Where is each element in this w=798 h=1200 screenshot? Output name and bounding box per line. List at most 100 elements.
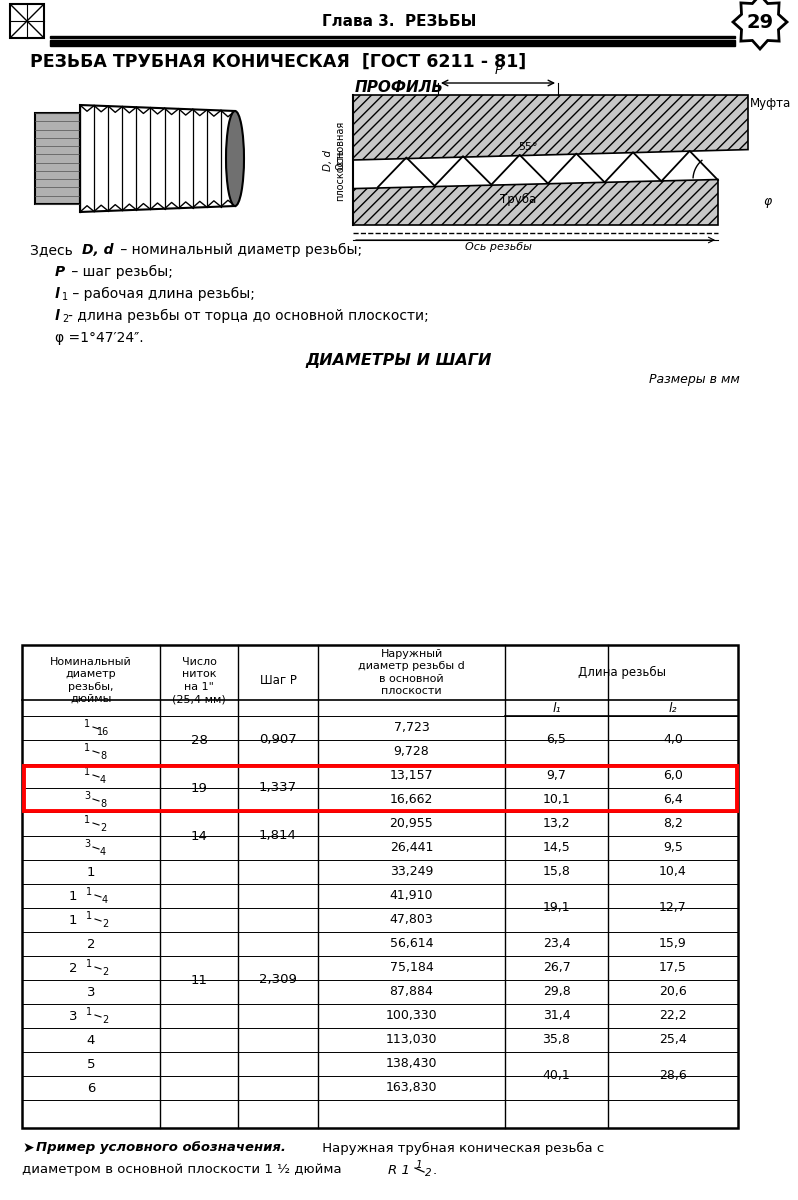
Text: 2: 2	[102, 919, 108, 929]
Text: 1: 1	[86, 1007, 92, 1018]
Text: 22,2: 22,2	[659, 1009, 687, 1022]
Text: 13,157: 13,157	[389, 769, 433, 782]
Text: 40,1: 40,1	[543, 1069, 571, 1082]
Text: 138,430: 138,430	[385, 1057, 437, 1070]
Text: 3: 3	[69, 1009, 77, 1022]
Text: 8: 8	[100, 751, 106, 761]
Text: 1: 1	[415, 1160, 421, 1170]
Text: 9,5: 9,5	[663, 841, 683, 854]
Text: плоскость: плоскость	[335, 149, 345, 202]
Text: Шаг P: Шаг P	[259, 674, 296, 686]
Text: 3: 3	[87, 985, 95, 998]
Text: 113,030: 113,030	[385, 1033, 437, 1046]
Text: 3: 3	[84, 839, 90, 850]
Text: 1: 1	[84, 767, 90, 778]
Bar	[23, 766, 737, 810]
Text: 8,2: 8,2	[663, 817, 683, 830]
Text: 41,910: 41,910	[389, 889, 433, 902]
Text: 20,955: 20,955	[389, 817, 433, 830]
Text: Пример условного обозначения.: Пример условного обозначения.	[36, 1141, 286, 1154]
Bar	[50, 40, 735, 46]
Text: 1: 1	[86, 959, 92, 970]
Text: 100,330: 100,330	[385, 1009, 437, 1022]
Text: D, d: D, d	[323, 150, 333, 170]
Text: 1: 1	[87, 865, 95, 878]
Text: l₁: l₁	[552, 702, 561, 714]
Text: 12,7: 12,7	[659, 901, 687, 914]
Text: 2: 2	[100, 823, 106, 833]
Text: 25,4: 25,4	[659, 1033, 687, 1046]
Text: 1,337: 1,337	[259, 781, 297, 794]
Polygon shape	[80, 104, 235, 212]
Text: 13,2: 13,2	[543, 817, 571, 830]
Text: 6,5: 6,5	[547, 733, 567, 746]
Bar	[35, 113, 80, 204]
Text: 15,8: 15,8	[543, 865, 571, 878]
Text: 11: 11	[191, 973, 207, 986]
Text: 2: 2	[102, 1015, 108, 1025]
Text: 1: 1	[69, 913, 77, 926]
Text: 87,884: 87,884	[389, 985, 433, 998]
Text: 4: 4	[100, 847, 106, 857]
Text: ДИАМЕТРЫ И ШАГИ: ДИАМЕТРЫ И ШАГИ	[306, 353, 492, 367]
Text: 16,662: 16,662	[389, 793, 433, 806]
Text: R 1: R 1	[388, 1164, 410, 1176]
Text: Муфта: Муфта	[750, 96, 792, 109]
Text: 2: 2	[102, 967, 108, 977]
Text: 31,4: 31,4	[543, 1009, 571, 1022]
Text: 10,4: 10,4	[659, 865, 687, 878]
Text: 47,803: 47,803	[389, 913, 433, 926]
Text: 17,5: 17,5	[659, 961, 687, 974]
Text: 2: 2	[425, 1168, 432, 1178]
Text: 6: 6	[87, 1081, 95, 1094]
Text: φ =1°47′24″.: φ =1°47′24″.	[55, 331, 144, 346]
Text: 56,614: 56,614	[389, 937, 433, 950]
Text: 15,9: 15,9	[659, 937, 687, 950]
Text: 4: 4	[100, 775, 106, 785]
Text: ➤: ➤	[22, 1141, 34, 1154]
Polygon shape	[353, 95, 748, 160]
Text: P: P	[55, 265, 65, 278]
Text: ПРОФИЛЬ: ПРОФИЛЬ	[354, 79, 444, 95]
Text: Число
ниток
на 1"
(25,4 мм): Число ниток на 1" (25,4 мм)	[172, 656, 226, 704]
Text: Труба: Труба	[500, 192, 536, 205]
Text: 1: 1	[86, 911, 92, 922]
Text: 55°: 55°	[518, 142, 538, 152]
Text: 2: 2	[69, 961, 77, 974]
Text: Наружный
диаметр резьбы d
в основной
плоскости: Наружный диаметр резьбы d в основной пло…	[358, 649, 465, 696]
Text: Наружная трубная коническая резьба с: Наружная трубная коническая резьба с	[318, 1141, 604, 1154]
Text: 35,8: 35,8	[543, 1033, 571, 1046]
Text: 4,0: 4,0	[663, 733, 683, 746]
Text: 2: 2	[62, 314, 69, 324]
Text: 0,907: 0,907	[259, 733, 297, 746]
Text: 7,723: 7,723	[393, 721, 429, 734]
Text: 29,8: 29,8	[543, 985, 571, 998]
Text: 1: 1	[62, 292, 68, 302]
Text: 3: 3	[84, 791, 90, 802]
Text: 6,0: 6,0	[663, 769, 683, 782]
Text: φ: φ	[763, 196, 771, 208]
Text: – рабочая длина резьбы;: – рабочая длина резьбы;	[68, 287, 255, 301]
Text: 5: 5	[87, 1057, 95, 1070]
Text: Основная: Основная	[335, 120, 345, 169]
Text: Глава 3.  РЕЗЬБЫ: Глава 3. РЕЗЬБЫ	[322, 14, 476, 30]
Text: 9,728: 9,728	[393, 745, 429, 758]
Text: 14: 14	[191, 829, 207, 842]
Text: 28: 28	[191, 733, 207, 746]
Text: 14,5: 14,5	[543, 841, 571, 854]
Text: 26,441: 26,441	[389, 841, 433, 854]
Text: P: P	[494, 64, 502, 77]
Text: 26,7: 26,7	[543, 961, 571, 974]
Text: l: l	[55, 308, 60, 323]
Text: 1: 1	[86, 887, 92, 898]
Text: 1,814: 1,814	[259, 829, 297, 842]
Text: Размеры в мм: Размеры в мм	[650, 373, 740, 386]
Text: .: .	[433, 1164, 437, 1176]
Text: Ось резьбы: Ось резьбы	[464, 242, 531, 252]
Text: 19,1: 19,1	[543, 901, 571, 914]
Text: Здесь: Здесь	[30, 242, 77, 257]
Text: Номинальный
диаметр
резьбы,
дюймы: Номинальный диаметр резьбы, дюймы	[50, 656, 132, 704]
Text: 6,4: 6,4	[663, 793, 683, 806]
Text: 1: 1	[84, 719, 90, 728]
Text: 8: 8	[100, 799, 106, 809]
